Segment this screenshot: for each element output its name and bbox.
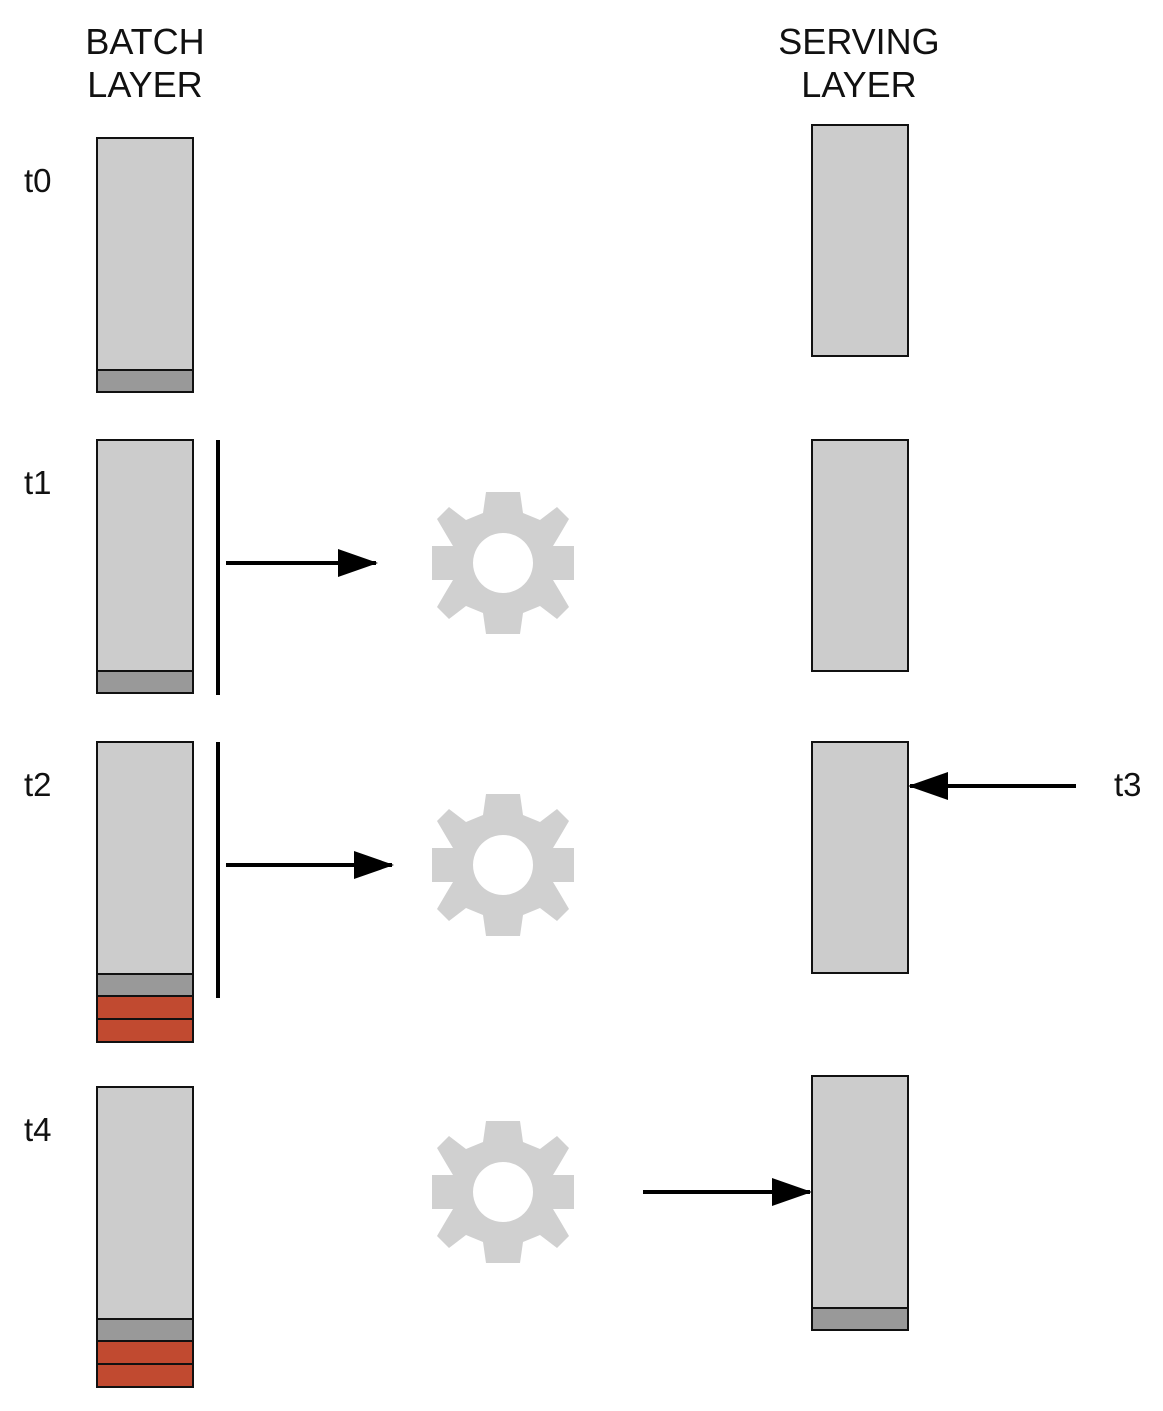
master-dataset-block <box>96 1086 194 1320</box>
batch-layer-header-line2: LAYER <box>87 64 202 105</box>
new-data-block <box>96 995 194 1020</box>
serving-store-t2 <box>811 741 909 974</box>
time-label-t4: t4 <box>24 1111 52 1148</box>
time-label-t2: t2 <box>24 766 52 803</box>
batch-store-t0 <box>96 137 194 393</box>
new-data-block <box>96 1363 194 1388</box>
gear-icon <box>432 1121 574 1263</box>
batch-store-t1 <box>96 439 194 694</box>
serving-layer-header-line1: SERVING <box>778 21 939 62</box>
time-label-t0: t0 <box>24 162 52 199</box>
gear-icon <box>432 794 574 936</box>
time-label-t3: t3 <box>1114 766 1142 803</box>
master-dataset-block <box>96 439 194 672</box>
serving-view-block <box>811 741 909 974</box>
serving-layer-header-line2: LAYER <box>801 64 916 105</box>
existing-data-block <box>96 1318 194 1342</box>
batch-store-t4 <box>96 1086 194 1388</box>
batch-layer-header-line1: BATCH <box>85 21 204 62</box>
new-data-block <box>96 1340 194 1365</box>
batch-store-t2 <box>96 741 194 1043</box>
serving-store-t4 <box>811 1075 909 1331</box>
time-label-t1: t1 <box>24 464 52 501</box>
serving-store-t1 <box>811 439 909 672</box>
existing-data-block <box>96 670 194 694</box>
new-data-block <box>96 1018 194 1043</box>
existing-data-block <box>96 369 194 393</box>
existing-data-block <box>96 973 194 997</box>
master-dataset-block <box>96 741 194 975</box>
gear-icon <box>432 492 574 634</box>
master-dataset-block <box>96 137 194 371</box>
serving-view-block <box>811 1075 909 1309</box>
serving-store-t0 <box>811 124 909 357</box>
serving-view-block <box>811 124 909 357</box>
updated-view-block <box>811 1307 909 1331</box>
serving-view-block <box>811 439 909 672</box>
